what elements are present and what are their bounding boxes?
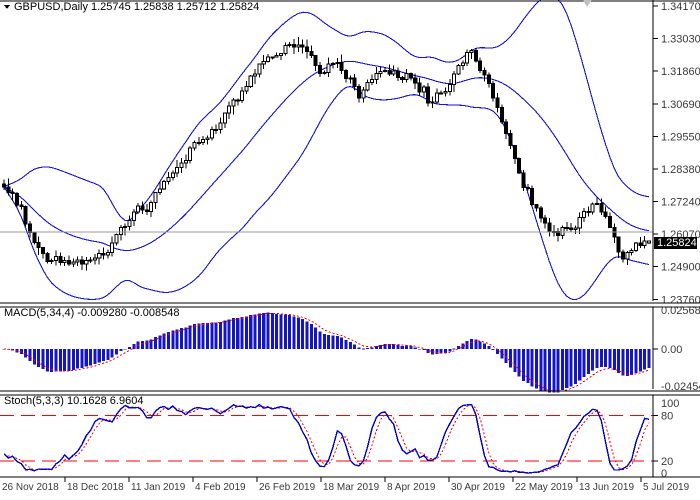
svg-text:5 Jul 2019: 5 Jul 2019 (643, 482, 690, 493)
svg-text:100: 100 (661, 398, 679, 410)
svg-text:1.30690: 1.30690 (661, 99, 700, 111)
svg-text:20: 20 (661, 456, 673, 468)
svg-text:0.025682: 0.025682 (661, 305, 700, 317)
svg-text:1.31860: 1.31860 (661, 66, 700, 78)
svg-text:18 Dec 2018: 18 Dec 2018 (67, 482, 124, 493)
svg-text:1.25824: 1.25824 (657, 237, 697, 249)
svg-text:22 May 2019: 22 May 2019 (515, 482, 573, 493)
svg-text:13 Jun 2019: 13 Jun 2019 (579, 482, 634, 493)
svg-text:26 Feb 2019: 26 Feb 2019 (259, 482, 316, 493)
svg-text:80: 80 (661, 410, 673, 422)
svg-text:GBPUSD,Daily: GBPUSD,Daily (14, 1, 88, 13)
svg-text:4 Feb 2019: 4 Feb 2019 (195, 482, 246, 493)
svg-text:Stoch(5,3,3) 10.1628 6.9604: Stoch(5,3,3) 10.1628 6.9604 (4, 395, 143, 407)
svg-text:1.27240: 1.27240 (661, 197, 700, 209)
svg-text:1.28380: 1.28380 (661, 164, 700, 176)
svg-text:1.24900: 1.24900 (661, 262, 700, 274)
svg-text:1.34170: 1.34170 (661, 1, 700, 13)
svg-text:26 Nov 2018: 26 Nov 2018 (2, 482, 59, 493)
svg-text:0: 0 (661, 468, 667, 480)
svg-text:8 Apr 2019: 8 Apr 2019 (387, 482, 436, 493)
svg-text:18 Mar 2019: 18 Mar 2019 (323, 482, 380, 493)
svg-text:1.25745 1.25838 1.25712 1.2582: 1.25745 1.25838 1.25712 1.25824 (91, 1, 259, 13)
svg-text:1.33030: 1.33030 (661, 34, 700, 46)
svg-text:30 Apr 2019: 30 Apr 2019 (451, 482, 505, 493)
svg-text:MACD(5,34,4) -0.009280 -0.00: MACD(5,34,4) -0.009280 -0.008548 (4, 307, 180, 319)
svg-text:1.29550: 1.29550 (661, 131, 700, 143)
svg-text:11 Jan 2019: 11 Jan 2019 (131, 482, 186, 493)
svg-text:0.00: 0.00 (661, 344, 682, 356)
